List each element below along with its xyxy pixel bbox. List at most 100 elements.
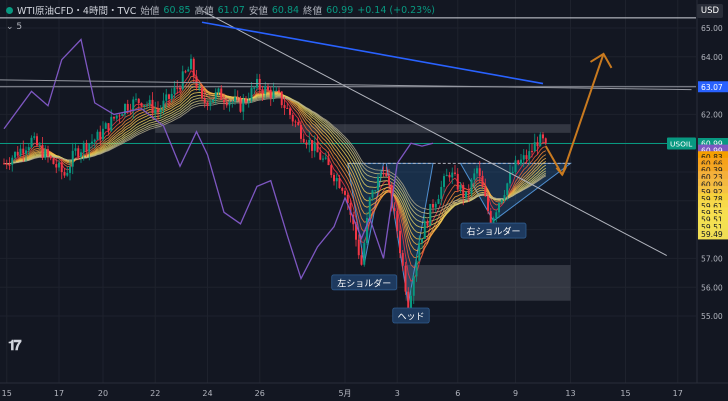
price-axis[interactable]: 65.00 64.00 62.00 57.00 56.00 55.00 63.07 60.99… (667, 0, 728, 401)
price-label-bg (698, 164, 728, 176)
symbol-tag: USOIL (670, 139, 693, 148)
candle (341, 187, 344, 191)
candle (19, 148, 22, 156)
candle (423, 220, 426, 239)
candle (121, 114, 124, 116)
candle (308, 140, 311, 145)
candle (360, 255, 363, 265)
candle (313, 142, 316, 151)
candle (234, 97, 236, 102)
price-label-bg (698, 137, 728, 149)
time-tick-label: 15 (2, 389, 12, 398)
candle (294, 121, 297, 123)
candle (363, 243, 366, 265)
candle (319, 152, 322, 160)
candle (228, 102, 231, 106)
price-label-bg (698, 193, 728, 205)
candle (113, 116, 115, 119)
candle (440, 186, 443, 199)
moving-average-line (3, 91, 547, 234)
tradingview-logo-icon[interactable]: 𝟏𝟕 (8, 338, 22, 354)
high-label: 高値 (194, 6, 214, 17)
candle (162, 100, 165, 110)
arrow-head (555, 166, 567, 177)
candle (500, 199, 503, 204)
candle (44, 149, 47, 158)
candle (135, 98, 137, 100)
annotation-box (331, 274, 398, 291)
candle (511, 171, 514, 173)
candle (492, 217, 495, 227)
candle (223, 99, 225, 103)
price-label-bg (698, 200, 728, 212)
candle (426, 220, 429, 226)
candle (201, 87, 203, 99)
candle (484, 187, 487, 197)
candle (407, 291, 410, 311)
candle (187, 69, 190, 72)
candle (522, 155, 525, 160)
candle (355, 224, 357, 240)
annotation-text: 左ショルダー (337, 277, 391, 289)
price-label: 60.83 (701, 153, 723, 162)
time-tick-label: 20 (98, 389, 108, 398)
candle (451, 172, 454, 178)
candle (176, 87, 179, 89)
candle (528, 151, 531, 160)
candle (14, 151, 16, 158)
candle (311, 140, 313, 151)
candle (478, 168, 481, 176)
candle (300, 125, 302, 139)
price-label: 59.61 (701, 202, 723, 211)
candle (8, 164, 11, 166)
candle (214, 92, 217, 100)
candle (324, 157, 327, 159)
time-tick-label: 9 (513, 389, 518, 398)
change-value: +0.14 (+0.23%) (357, 4, 435, 16)
close-value: 60.99 (326, 4, 354, 16)
candle (434, 203, 437, 208)
candle (448, 174, 451, 178)
low-label: 安値 (248, 6, 268, 17)
moving-average-line (3, 94, 547, 223)
projection-arrows (544, 52, 613, 177)
price-label: 56.00 (701, 283, 723, 292)
candle (473, 173, 476, 180)
candle (151, 99, 154, 114)
time-tick-label: 5月 (338, 389, 351, 398)
time-tick-label: 6 (455, 389, 460, 398)
currency-badge[interactable]: USD (697, 4, 723, 18)
price-label: 60.39 (701, 166, 723, 175)
low-value: 60.84 (271, 4, 300, 16)
moving-average-line (3, 97, 547, 210)
price-label: 60.99 (701, 140, 723, 149)
candle (220, 88, 223, 100)
candle (297, 122, 300, 126)
candle (104, 123, 107, 129)
arrow-head (589, 52, 613, 69)
time-tick-label: 22 (150, 389, 160, 398)
candle (302, 138, 305, 143)
candle (60, 162, 63, 173)
indicator-toggle[interactable]: ⌄ 5 (6, 22, 23, 32)
candle (212, 99, 214, 103)
candle (140, 102, 143, 107)
symbol-title[interactable]: WTI原油CFD・4時間・TVC (17, 6, 137, 17)
candle (476, 168, 478, 174)
candle (520, 159, 522, 165)
annotation-text: 右ショルダー (466, 226, 520, 238)
price-label: 59.92 (701, 188, 723, 197)
candle (27, 147, 30, 151)
trendlines (0, 10, 692, 256)
candle (242, 99, 245, 112)
candle (454, 172, 456, 174)
candle (38, 145, 41, 147)
price-label-bg (698, 171, 728, 183)
candle (349, 203, 352, 215)
legend-header[interactable]: WTI原油CFD・4時間・TVC 始値 60.85 高値 61.07 安値 60.84… (6, 3, 435, 17)
time-axis[interactable]: 15 17 20 22 24 26 5月 3 6 9 13 15 17 (0, 382, 728, 398)
candle (333, 174, 335, 182)
candle (253, 87, 256, 89)
